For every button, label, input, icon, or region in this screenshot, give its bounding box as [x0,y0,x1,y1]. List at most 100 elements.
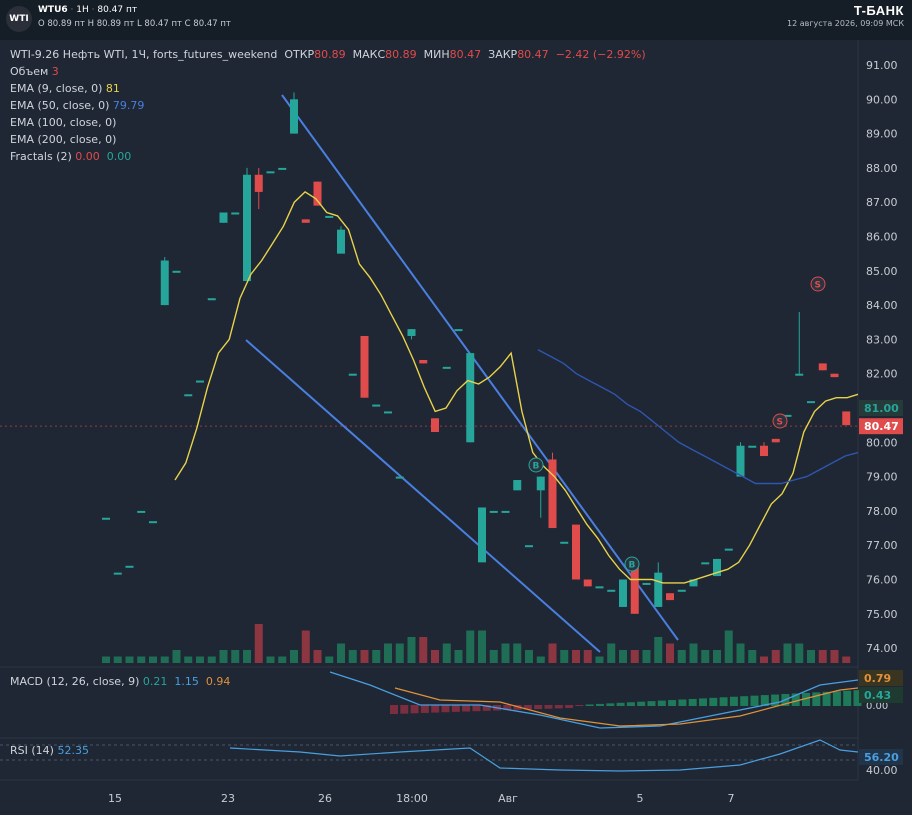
volume-bar [113,656,122,663]
price-tick-label: 76.00 [866,574,898,587]
volume-bar [337,643,345,663]
volume-bar [583,650,592,663]
x-tick-label: 18:00 [396,792,428,805]
price-tick-label: 75.00 [866,608,898,621]
candle-body [677,589,686,592]
volume-bar [795,643,804,663]
candle-body [525,545,533,548]
x-tick-label: 7 [728,792,735,805]
macd-line-value: 1.15 [174,675,199,688]
rsi-tag: 56.20 [864,751,899,764]
macd-hist-bar [544,705,553,709]
macd-signal-tag-bg [859,687,903,703]
rsi-line [229,739,859,772]
price-tick-label: 88.00 [866,162,898,175]
volume-bar [313,650,322,663]
macd-label: MACD (12, 26, close, 9) [10,675,140,688]
candle-body [748,445,757,448]
candle-body [736,445,745,477]
legend-volume[interactable]: Объем 3 [10,65,59,78]
candle-body [325,215,334,218]
open-label: ОТКР [284,48,315,61]
price-tick-label: 87.00 [866,196,898,209]
legend-fractals[interactable]: Fractals (2) 0.00 0.00 [10,150,131,163]
x-tick-label: 23 [221,792,235,805]
macd-hist-bar [565,705,574,709]
legend-rsi[interactable]: RSI (14) 52.35 [10,744,89,757]
macd-hist-bar [451,705,460,712]
volume-bar [760,656,768,663]
symbol-name[interactable]: WTU6 [38,5,68,15]
last-price-label: 80.47 пт [97,5,138,15]
high-label: МАКС [352,48,386,61]
volume-bar [666,643,674,663]
ema-price-tag: 81.00 [864,402,899,415]
price-tick-label: 78.00 [866,505,898,518]
volume-bar [384,643,392,663]
candle-body [760,445,768,457]
volume-bar [619,650,627,663]
volume-bar [207,656,216,663]
candle-body [807,401,815,404]
candle-body [384,411,392,414]
volume-bar [184,656,193,663]
instrument-logo[interactable]: WTI [6,6,32,32]
candle-body [842,411,851,426]
macd-hist-bar [699,698,707,706]
low-value: 80.47 [449,48,482,61]
legend-ema200[interactable]: EMA (200, close, 0) [10,133,116,146]
candle-body [254,174,263,192]
ema200-label: EMA (200, close, 0) [10,133,117,146]
macd-hist-bar [616,702,625,706]
price-tick-label: 79.00 [866,471,898,484]
low-label: МИН [423,48,450,61]
x-tick-label: 5 [637,792,644,805]
volume-bar [771,650,780,663]
candle-body [337,229,345,254]
legend-ema50[interactable]: EMA (50, close, 0) 79.79 [10,99,144,112]
candle-body [137,510,146,513]
candle-body [501,510,510,513]
candle-body [724,548,733,551]
macd-hist-bar [626,702,635,706]
macd-hist-bar [410,705,419,714]
candle-body [395,476,404,479]
candle-body [348,373,357,376]
signal-marker-label: S [777,418,783,428]
macd-signal-line [394,687,859,727]
candle-body [407,329,416,336]
date-time: 12 августа 2026, 09:09 МСК [787,19,904,28]
chart-svg[interactable]: 91.00 90.00 89.00 88.00 87.00 86.00 85.00 84.00… [0,40,912,815]
macd-hist-bar [585,704,594,706]
volume-bar [290,650,298,663]
candle-body [278,167,287,170]
volume-bar [395,643,404,663]
volume-bar [818,650,827,663]
legend-main: WTI-9.26 Нефть WTI, 1Ч, forts_futures_we… [10,48,646,61]
volume-bar [830,650,839,663]
macd-hist-bar [523,705,532,710]
fractals-down-value: 0.00 [106,150,132,163]
candle-body [818,363,827,371]
volume-bar [642,650,651,663]
price-tick-label: 77.00 [866,539,898,552]
volume-bar [842,656,851,663]
macd-hist-bar [688,698,697,706]
candle-body [771,438,780,443]
candle-body [266,171,275,174]
ema-price-tag-bg [859,400,903,416]
candle-body [372,404,381,407]
candle-body [466,353,475,443]
legend-ema100[interactable]: EMA (100, close, 0) [10,116,116,129]
interval-label[interactable]: 1H [76,5,89,15]
signal-marker-label: S [815,281,821,291]
chart-area[interactable] [0,40,912,815]
candle-body [113,572,122,575]
candle-body [689,579,698,587]
legend-macd[interactable]: MACD (12, 26, close, 9) 0.21 1.15 0.94 [10,675,230,688]
rsi-label: RSI (14) [10,744,54,757]
candle-body [572,524,580,580]
volume-bar [125,656,134,663]
legend-ema9[interactable]: EMA (9, close, 0) 81 [10,82,120,95]
candle-body [172,270,181,273]
